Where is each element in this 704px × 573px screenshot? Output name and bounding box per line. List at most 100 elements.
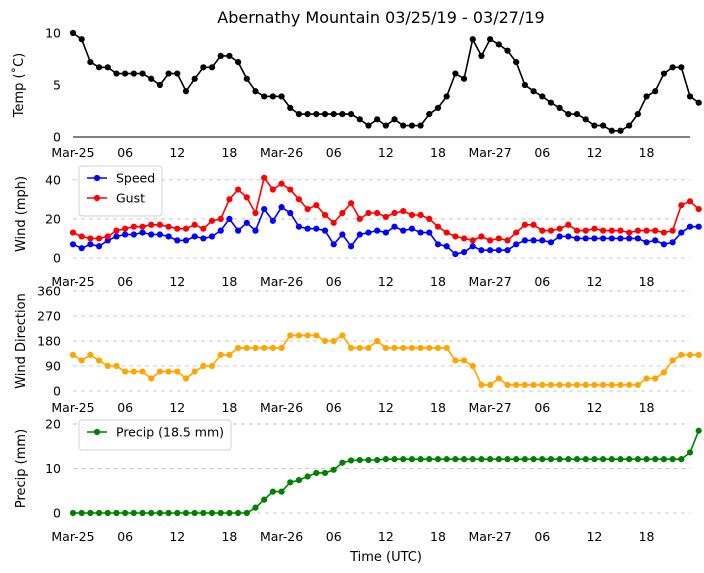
data-point — [539, 237, 546, 244]
data-point — [191, 368, 198, 375]
data-point — [113, 227, 120, 234]
data-point — [582, 116, 589, 123]
data-point — [148, 221, 155, 228]
x-tick-label: 18 — [639, 145, 655, 160]
data-point — [591, 122, 598, 129]
data-point — [321, 337, 329, 345]
data-point — [347, 344, 355, 352]
data-point — [226, 215, 233, 222]
data-point — [374, 116, 381, 123]
data-point — [443, 229, 450, 236]
panel-temp: 0 5 10 Mar-25 06 12 18 Mar-26 06 12 18 Mar-27 06 12 18… — [11, 26, 702, 160]
data-point — [287, 332, 294, 339]
data-point — [339, 111, 346, 118]
data-point — [504, 456, 511, 463]
x-tick-label: 18 — [221, 274, 237, 289]
data-point — [226, 52, 233, 59]
data-point — [556, 381, 563, 388]
data-point — [460, 75, 468, 82]
data-point — [643, 227, 650, 234]
data-point — [217, 215, 224, 222]
data-point — [443, 243, 450, 250]
data-point — [530, 381, 537, 388]
legend: Speed Gust — [78, 165, 163, 217]
data-point — [313, 202, 320, 209]
y-axis-label: Temp (˚C) — [11, 53, 27, 119]
series-line-direction — [72, 334, 699, 386]
data-point — [417, 211, 424, 219]
legend-entry: Gust — [116, 191, 145, 206]
data-point — [599, 456, 607, 463]
data-point — [504, 237, 511, 244]
data-point — [261, 93, 268, 100]
data-point — [617, 235, 624, 242]
data-point — [504, 47, 511, 54]
data-point — [182, 509, 190, 517]
data-point — [495, 375, 502, 382]
data-point — [347, 457, 355, 464]
data-point — [660, 456, 668, 463]
chart-title: Abernathy Mountain 03/25/19 - 03/27/19 — [217, 8, 544, 27]
data-point — [382, 229, 389, 236]
data-point — [130, 223, 137, 230]
data-point — [235, 59, 242, 66]
data-point — [547, 99, 555, 106]
data-point — [69, 29, 77, 37]
x-tick-label: Mar-25 — [51, 145, 94, 160]
data-point — [434, 344, 442, 352]
data-point — [478, 233, 485, 240]
legend-marker — [93, 428, 101, 436]
data-point — [78, 357, 85, 364]
x-tick-label: 12 — [378, 145, 394, 160]
data-point — [287, 186, 294, 193]
data-point — [556, 225, 563, 232]
data-point — [78, 245, 85, 252]
y-tick-label: 5 — [53, 78, 61, 93]
data-point — [87, 241, 94, 248]
data-point — [452, 70, 459, 77]
data-point — [252, 504, 259, 511]
data-point — [235, 509, 242, 517]
data-point — [87, 509, 94, 517]
data-point — [295, 332, 303, 339]
data-point — [487, 247, 494, 254]
data-point — [660, 229, 668, 236]
data-point — [591, 225, 598, 232]
x-tick-label: 06 — [534, 400, 550, 415]
data-point — [669, 357, 676, 364]
data-point — [678, 351, 685, 358]
data-point — [374, 227, 381, 234]
data-point — [182, 237, 190, 244]
data-point — [287, 104, 294, 111]
data-point — [330, 111, 337, 118]
y-tick-label: 0 — [53, 251, 61, 266]
data-point — [521, 221, 528, 228]
data-point — [478, 381, 485, 388]
data-point — [130, 509, 137, 517]
data-point — [243, 344, 250, 352]
data-point — [565, 456, 572, 463]
data-point — [400, 456, 407, 463]
data-point — [295, 111, 303, 118]
data-point — [521, 456, 528, 463]
data-point — [617, 127, 624, 134]
x-tick-label: Mar-27 — [469, 400, 512, 415]
data-point — [200, 362, 207, 370]
data-point — [269, 344, 276, 352]
data-point — [304, 225, 311, 232]
data-point — [599, 227, 607, 234]
data-point — [217, 52, 224, 59]
data-point — [122, 368, 129, 375]
data-point — [669, 64, 676, 71]
data-point — [339, 209, 346, 217]
legend-entry: Speed — [116, 171, 155, 186]
data-point — [426, 111, 433, 118]
y-tick-label: 360 — [37, 284, 61, 299]
data-point — [643, 93, 650, 100]
data-point — [174, 225, 181, 232]
data-point — [365, 122, 372, 129]
data-point — [521, 381, 528, 388]
data-point — [261, 174, 268, 181]
data-point — [330, 466, 337, 473]
data-point — [339, 231, 346, 238]
